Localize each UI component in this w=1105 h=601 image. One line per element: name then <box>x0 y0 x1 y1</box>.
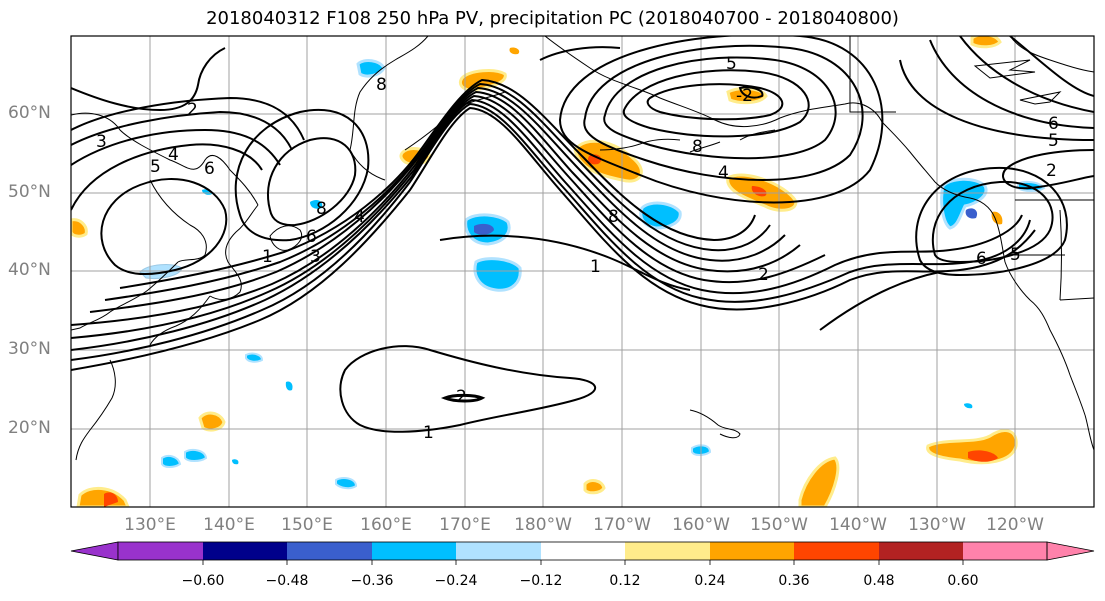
pv-contours <box>71 36 1094 433</box>
contour-label-5: 5 <box>726 54 737 74</box>
contour-label-2: 2 <box>758 265 769 285</box>
precip-negative-shading <box>139 59 1046 490</box>
contour-label-1: 1 <box>423 423 434 443</box>
contour-label-6: 6 <box>1048 114 1059 134</box>
colorbar-tick-label: 0.24 <box>694 573 726 589</box>
lon-label: 160°E <box>360 515 412 535</box>
colorbar-tick-label: −0.24 <box>434 573 478 589</box>
colorbar-bin <box>963 542 1047 560</box>
colorbar-bin <box>372 542 456 560</box>
contour-label-5: 5 <box>1048 131 1059 151</box>
lon-label: 160°W <box>672 515 730 535</box>
colorbar-bin <box>203 542 287 560</box>
contour-label-3: 3 <box>96 132 107 152</box>
lon-label: 120°W <box>986 515 1044 535</box>
lon-label: 150°W <box>750 515 808 535</box>
contour-label-1: 1 <box>590 257 601 277</box>
lon-label: 140°E <box>203 515 255 535</box>
colorbar-tick-label: −0.60 <box>181 573 225 589</box>
coastlines <box>71 36 1094 500</box>
lat-label: 30°N <box>8 339 51 359</box>
contour-label-8: 8 <box>316 199 327 219</box>
lon-label: 180°W <box>514 515 572 535</box>
contour-label-neg2: -2 <box>736 86 753 106</box>
lat-label: 20°N <box>8 418 51 438</box>
contour-label-3: 3 <box>310 247 321 267</box>
colorbar-high-extension <box>1046 541 1095 561</box>
contour-label-4: 4 <box>354 207 365 227</box>
map-frame <box>70 35 1095 508</box>
colorbar-bin <box>456 542 541 560</box>
contour-label-4: 4 <box>168 145 179 165</box>
colorbar-bin <box>118 542 203 560</box>
colorbar-bin <box>710 542 794 560</box>
contour-label-5: 5 <box>1010 245 1021 265</box>
colorbar-outline <box>117 541 1048 561</box>
colorbar-bin <box>879 542 963 560</box>
contour-label-8: 8 <box>376 75 387 95</box>
lon-label: 150°E <box>281 515 333 535</box>
colorbar-tick-label: −0.12 <box>519 573 563 589</box>
contour-labels: 3 5 4 2 8 5 -2 8 1 4 2 6 5 2 6 5 8 1 6 2… <box>96 54 1059 443</box>
colorbar-tick-label: 0.12 <box>609 573 641 589</box>
lon-label: 140°W <box>829 515 887 535</box>
colorbar-bin <box>794 542 879 560</box>
colorbar-bin <box>541 542 625 560</box>
lat-label: 60°N <box>8 103 51 123</box>
colorbar-tick-label: −0.36 <box>350 573 394 589</box>
lon-label: 170°E <box>439 515 491 535</box>
colorbar-tick-label: −0.48 <box>265 573 309 589</box>
contour-label-1: 1 <box>262 247 273 267</box>
colorbar <box>70 541 1095 565</box>
map-title: 2018040312 F108 250 hPa PV, precipitatio… <box>206 8 899 29</box>
lat-label: 40°N <box>8 260 51 280</box>
contour-label-6: 6 <box>306 227 317 247</box>
colorbar-low-extension <box>70 541 119 561</box>
colorbar-tick-label: 0.60 <box>947 573 979 589</box>
contour-label-6: 6 <box>976 249 987 269</box>
contour-label-2: 2 <box>187 100 198 120</box>
lon-label: 130°E <box>124 515 176 535</box>
contour-label-5: 5 <box>150 157 161 177</box>
contour-label-4: 4 <box>718 163 729 183</box>
colorbar-tick-label: 0.48 <box>863 573 895 589</box>
lon-label: 130°W <box>908 515 966 535</box>
contour-label-8: 8 <box>608 207 619 227</box>
colorbar-bin <box>625 542 710 560</box>
lon-label: 170°W <box>593 515 651 535</box>
contour-label-8: 8 <box>692 137 703 157</box>
contour-label-2: 2 <box>456 387 467 407</box>
lat-label: 50°N <box>8 182 51 202</box>
contour-label-6: 6 <box>204 159 215 179</box>
contour-label-2: 2 <box>1046 161 1057 181</box>
colorbar-bin <box>287 542 372 560</box>
colorbar-tick-label: 0.36 <box>778 573 810 589</box>
